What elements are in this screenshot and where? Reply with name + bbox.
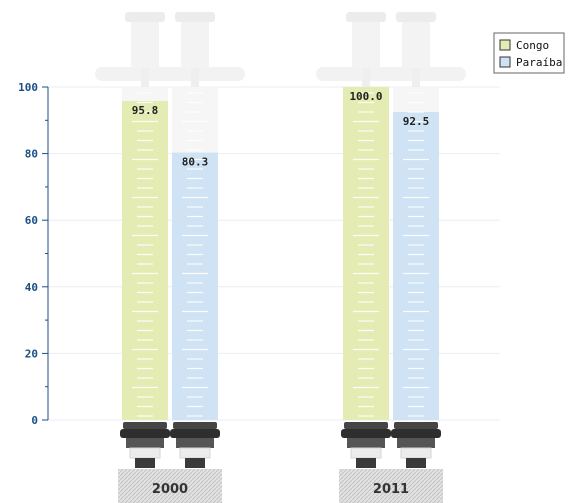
syringe-congo-2000: 95.8 <box>120 12 170 468</box>
category-plate-2011 <box>339 469 443 503</box>
syringe-hub <box>170 429 220 438</box>
plunger-cap <box>346 12 386 22</box>
x-axis-categories: 2000 2011 <box>118 469 443 503</box>
y-tick-label: 80 <box>25 148 38 161</box>
plunger-cap <box>396 12 436 22</box>
syringe-paraba-2000: 80.3 <box>170 12 220 468</box>
needle-base <box>356 458 376 468</box>
syringe-hub-neck <box>126 438 164 448</box>
y-tick-label: 60 <box>25 214 38 227</box>
syringe-hub <box>120 429 170 438</box>
category-label-2011: 2011 <box>373 482 409 497</box>
legend-label-paraiba: Paraíba <box>516 56 562 69</box>
legend: Congo Paraíba <box>493 32 565 74</box>
category-plate-2000 <box>118 469 222 503</box>
bar-congo-2011 <box>343 87 389 420</box>
needle-hub <box>400 447 432 459</box>
needle-hub <box>179 447 211 459</box>
syringe-hub-ring <box>123 422 167 429</box>
needle-base <box>135 458 155 468</box>
y-axis: 0 20 40 60 80 100 <box>18 81 49 427</box>
y-tick-label: 20 <box>25 347 38 360</box>
syringes: 95.8 80.3 100.0 92.5 <box>95 12 466 468</box>
plunger-cap <box>175 12 215 22</box>
legend-swatch-congo <box>499 39 511 51</box>
syringe-hub-neck <box>397 438 435 448</box>
syringe-paraba-2011: 92.5 <box>391 12 441 468</box>
bar-paraba-2000 <box>172 152 218 420</box>
needle-base <box>185 458 205 468</box>
needle-hub <box>350 447 382 459</box>
syringe-flange <box>95 67 245 81</box>
needle-base <box>406 458 426 468</box>
legend-swatch-paraiba <box>499 56 511 68</box>
syringe-hub <box>391 429 441 438</box>
plunger-body <box>181 22 209 68</box>
syringe-hub-neck <box>176 438 214 448</box>
bar-paraba-2011 <box>393 111 439 420</box>
value-label-paraba-2011: 92.5 <box>403 115 430 128</box>
syringe-hub-ring <box>394 422 438 429</box>
value-label-paraba-2000: 80.3 <box>182 156 209 169</box>
y-tick-label: 0 <box>31 414 38 427</box>
syringe-hub <box>341 429 391 438</box>
y-tick-label: 100 <box>18 81 38 94</box>
syringe-congo-2011: 100.0 <box>341 12 391 468</box>
category-label-2000: 2000 <box>152 482 188 497</box>
syringe-hub-neck <box>347 438 385 448</box>
plunger-body <box>402 22 430 68</box>
legend-label-congo: Congo <box>516 39 549 52</box>
value-label-congo-2000: 95.8 <box>132 104 159 117</box>
syringe-flange <box>316 67 466 81</box>
plunger-body <box>352 22 380 68</box>
plunger-body <box>131 22 159 68</box>
needle-hub <box>129 447 161 459</box>
plunger-cap <box>125 12 165 22</box>
bar-congo-2000 <box>122 100 168 421</box>
syringe-hub-ring <box>344 422 388 429</box>
syringe-hub-ring <box>173 422 217 429</box>
y-tick-label: 40 <box>25 281 38 294</box>
value-label-congo-2011: 100.0 <box>349 90 382 103</box>
